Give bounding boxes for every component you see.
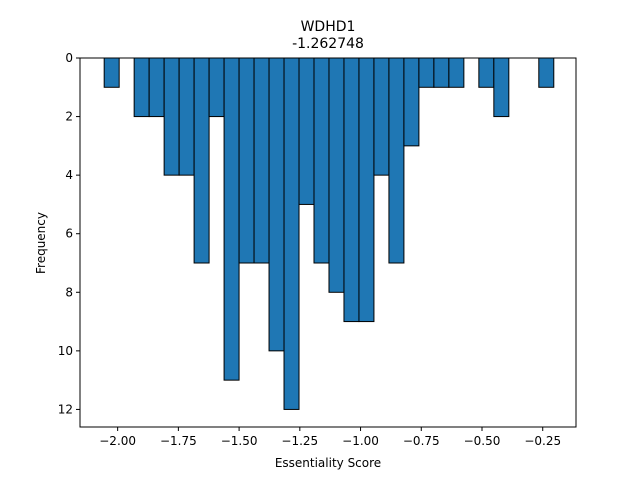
histogram-bar — [373, 57, 390, 176]
y-tick-label: 2 — [65, 110, 73, 124]
histogram-bar — [328, 57, 345, 293]
y-tick-label: 4 — [65, 168, 73, 182]
x-tick-label: −0.50 — [464, 434, 501, 448]
chart-subtitle: -1.262748 — [292, 36, 364, 52]
x-tick-label: −0.25 — [524, 434, 561, 448]
histogram-bar — [358, 57, 375, 323]
y-tick-label: 12 — [58, 402, 73, 416]
histogram-bar — [388, 57, 405, 264]
histogram-bar — [448, 57, 465, 88]
y-axis-ticks: 0 2 4 6 8 10 12 — [58, 51, 80, 416]
histogram-bar — [418, 57, 435, 88]
plot-frame — [79, 57, 577, 428]
histogram-bar — [193, 57, 210, 264]
bars-group — [103, 57, 555, 410]
x-tick-label: −1.00 — [342, 434, 379, 448]
y-tick-label: 8 — [65, 285, 73, 299]
histogram-bar — [148, 57, 165, 118]
chart-title: WDHD1 — [301, 19, 356, 35]
x-axis-ticks: −2.00 −1.75 −1.50 −1.25 −1.00 −0.75 −0.50 −0.25 — [99, 427, 561, 448]
histogram-bar — [208, 57, 225, 118]
histogram-bar — [268, 57, 285, 352]
x-axis-label: Essentiality Score — [275, 456, 381, 470]
histogram-bar — [493, 57, 510, 118]
histogram-bar — [403, 57, 420, 147]
histogram-bar — [538, 57, 555, 88]
x-tick-label: −1.75 — [160, 434, 197, 448]
histogram-bar — [433, 57, 450, 88]
histogram-bar — [238, 57, 255, 264]
histogram-bar — [178, 57, 195, 176]
histogram-bar — [298, 57, 315, 205]
histogram-bar — [313, 57, 330, 264]
y-tick-label: 10 — [58, 344, 73, 358]
histogram-bar — [283, 57, 300, 410]
x-tick-label: −2.00 — [99, 434, 136, 448]
x-tick-label: −1.25 — [281, 434, 318, 448]
x-tick-label: −0.75 — [403, 434, 440, 448]
y-tick-label: 6 — [65, 227, 73, 241]
histogram-bar — [253, 57, 270, 264]
x-tick-label: −1.50 — [221, 434, 258, 448]
histogram-bar — [103, 57, 120, 88]
y-axis-label: Frequency — [34, 212, 48, 274]
histogram-bar — [343, 57, 360, 323]
histogram-bar — [163, 57, 180, 176]
y-tick-label: 0 — [65, 51, 73, 65]
histogram-bar — [223, 57, 240, 381]
histogram-bar — [478, 57, 495, 88]
histogram-bar — [133, 57, 150, 118]
